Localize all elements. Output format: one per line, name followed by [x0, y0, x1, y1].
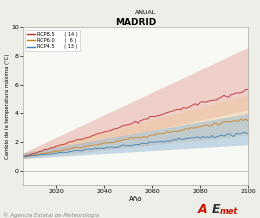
Y-axis label: Cambio de la temperatura máxima (°C): Cambio de la temperatura máxima (°C) [4, 54, 10, 159]
X-axis label: Año: Año [129, 196, 142, 202]
Legend: RCP8.5      ( 14 ), RCP6.0      (  6 ), RCP4.5      ( 13 ): RCP8.5 ( 14 ), RCP6.0 ( 6 ), RCP4.5 ( 13… [25, 30, 80, 51]
Title: MADRID: MADRID [115, 18, 156, 27]
Text: © Agencia Estatal de Meteorología: © Agencia Estatal de Meteorología [3, 212, 99, 218]
Text: met: met [220, 207, 238, 216]
Text: ANUAL: ANUAL [135, 10, 156, 15]
Text: A: A [198, 203, 207, 216]
Text: E: E [212, 203, 220, 216]
